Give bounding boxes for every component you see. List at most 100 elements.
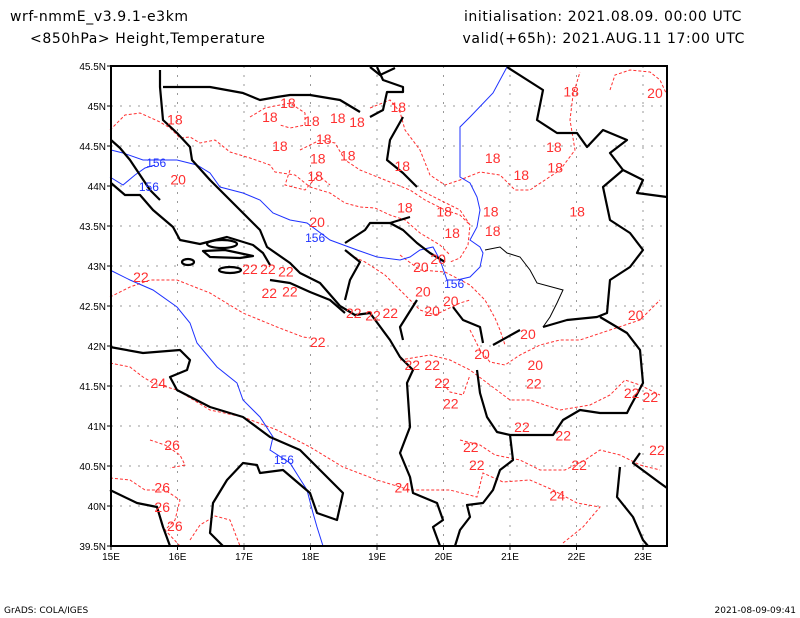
temperature-contour-label: 18 — [483, 204, 499, 220]
temperature-contour-label: 18 — [349, 114, 365, 130]
lon-tick-label: 16E — [169, 552, 187, 563]
lat-tick-label: 42.5N — [79, 302, 106, 313]
temperature-contour-label: 22 — [514, 419, 530, 435]
temperature-contour-label: 22 — [643, 389, 659, 405]
valid-time: valid(+65h): 2021.AUG.11 17:00 UTC — [463, 31, 745, 47]
height-contour-label: 156 — [444, 277, 464, 291]
temperature-contour-label: 18 — [485, 150, 501, 166]
temperature-contour-label: 18 — [547, 160, 563, 176]
lon-tick-label: 17E — [235, 552, 253, 563]
lat-tick-label: 40.5N — [79, 462, 106, 473]
axes: 45.5N 45N 44.5N 44N 43.5N 43N 42.5N 42N 41.5N 41N… — [79, 62, 652, 563]
lat-tick-label: 40N — [88, 502, 106, 513]
temperature-contour-label: 20 — [424, 303, 440, 319]
coastlines — [109, 66, 668, 547]
temperature-contour-label: 20 — [430, 251, 446, 267]
temperature-contour-label: 22 — [443, 396, 459, 412]
height-contour-label: 156 — [139, 180, 159, 194]
temperature-contour-label: 22 — [469, 457, 485, 473]
temperature-contour-label: 18 — [310, 151, 326, 167]
init-time: initialisation: 2021.08.09. 00:00 UTC — [464, 9, 742, 25]
temperature-contour-label: 22 — [555, 428, 571, 444]
temperature-contour-label: 18 — [394, 158, 410, 174]
temperature-contour-label: 18 — [514, 167, 530, 183]
temperature-contour-label: 20 — [170, 172, 186, 188]
temperature-contour-label: 22 — [624, 385, 640, 401]
temperature-contour-label: 20 — [413, 259, 429, 275]
height-contour-label: 156 — [305, 231, 325, 245]
temperature-contour-label: 18 — [397, 200, 413, 216]
temperature-contour-label: 20 — [647, 85, 663, 101]
temperature-contour-label: 20 — [628, 307, 644, 323]
temperature-contour-label: 18 — [340, 148, 356, 164]
temperature-contour-label: 24 — [150, 375, 166, 391]
temperature-contour-label: 18 — [485, 223, 501, 239]
lon-tick-label: 23E — [634, 552, 652, 563]
temperature-contour-label: 20 — [443, 293, 459, 309]
lat-tick-label: 44N — [88, 182, 106, 193]
temperature-contour-label: 22 — [260, 261, 276, 277]
temperature-contour-label: 26 — [164, 437, 180, 453]
temperature-contour-label: 18 — [444, 225, 460, 241]
temperature-contour-label: 22 — [261, 285, 277, 301]
temperature-contour-label: 18 — [262, 109, 278, 125]
temperature-contour-label: 22 — [365, 308, 381, 324]
temperature-contour-label: 18 — [280, 95, 296, 111]
temperature-contour-label: 18 — [272, 138, 288, 154]
temperature-contour-label: 20 — [527, 357, 543, 373]
lat-tick-label: 43.5N — [79, 222, 106, 233]
model-title: wrf-nmmE_v3.9.1-e3km — [10, 9, 189, 25]
temperature-contour-label: 20 — [415, 284, 431, 300]
temperature-contour-label: 22 — [526, 376, 542, 392]
temperature-contour-label: 20 — [520, 326, 536, 342]
height-contour-label: 156 — [146, 156, 166, 170]
temperature-contour-label: 22 — [383, 305, 399, 321]
lat-tick-label: 41.5N — [79, 382, 106, 393]
temperature-contour-label: 18 — [546, 139, 562, 155]
temperature-contour-label: 18 — [304, 113, 320, 129]
temperature-contour-label: 18 — [569, 204, 585, 220]
temperature-contour-label: 20 — [474, 346, 490, 362]
field-title: <850hPa> Height,Temperature — [30, 31, 266, 47]
lat-tick-label: 45.5N — [79, 62, 106, 73]
lon-tick-label: 18E — [302, 552, 320, 563]
temperature-contour-label: 18 — [390, 99, 406, 115]
temperature-contour-label: 22 — [649, 442, 665, 458]
temperature-contours — [109, 69, 668, 547]
plot-timestamp: 2021-08-09-09:41 — [715, 606, 797, 616]
height-contour-label: 156 — [274, 453, 294, 467]
temperature-contour-label: 22 — [571, 457, 587, 473]
temperature-contour-label: 22 — [133, 269, 149, 285]
temperature-contour-label: 22 — [463, 439, 479, 455]
lat-tick-label: 39.5N — [79, 542, 106, 553]
temperature-contour-label: 22 — [310, 334, 326, 350]
temperature-contour-label: 22 — [242, 261, 258, 277]
lat-tick-label: 44.5N — [79, 142, 106, 153]
temperature-contour-label: 26 — [154, 499, 170, 515]
temperature-contour-label: 18 — [436, 204, 452, 220]
lon-tick-label: 15E — [102, 552, 120, 563]
temperature-contour-label: 26 — [167, 518, 183, 534]
temperature-contour-label: 18 — [307, 168, 323, 184]
lat-tick-label: 43N — [88, 262, 106, 273]
temperature-contour-label: 18 — [330, 110, 346, 126]
temperature-contour-label: 24 — [549, 488, 565, 504]
height-contours — [109, 66, 508, 547]
temperature-contour-label: 26 — [154, 480, 170, 496]
lon-tick-label: 21E — [501, 552, 519, 563]
temperature-contour-label: 22 — [346, 305, 362, 321]
lat-tick-label: 42N — [88, 342, 106, 353]
temperature-contour-label: 22 — [434, 375, 450, 391]
temperature-contour-label: 22 — [424, 357, 440, 373]
grads-credit: GrADS: COLA/IGES — [4, 606, 88, 616]
lat-tick-label: 45N — [88, 102, 106, 113]
temperature-contour-label: 22 — [278, 264, 294, 280]
temperature-contour-label: 18 — [316, 131, 332, 147]
lon-tick-label: 20E — [435, 552, 453, 563]
temperature-contour-label: 22 — [282, 284, 298, 300]
lon-tick-label: 22E — [568, 552, 586, 563]
lon-tick-label: 19E — [368, 552, 386, 563]
temperature-contour-label: 24 — [394, 480, 410, 496]
